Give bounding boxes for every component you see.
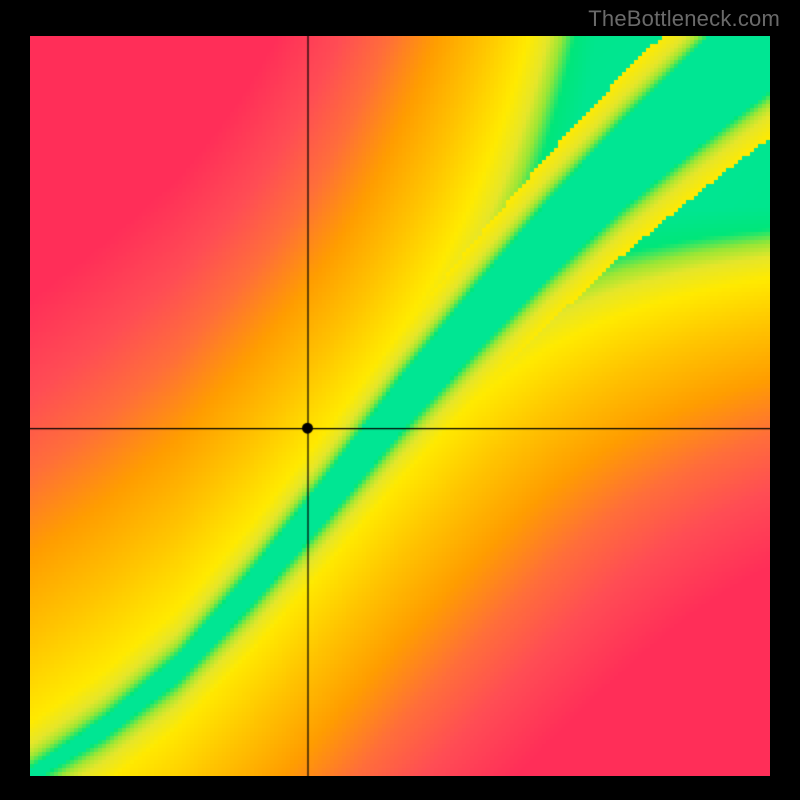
watermark-text: TheBottleneck.com — [588, 6, 780, 32]
chart-container: TheBottleneck.com — [0, 0, 800, 800]
heatmap-canvas — [30, 36, 770, 776]
